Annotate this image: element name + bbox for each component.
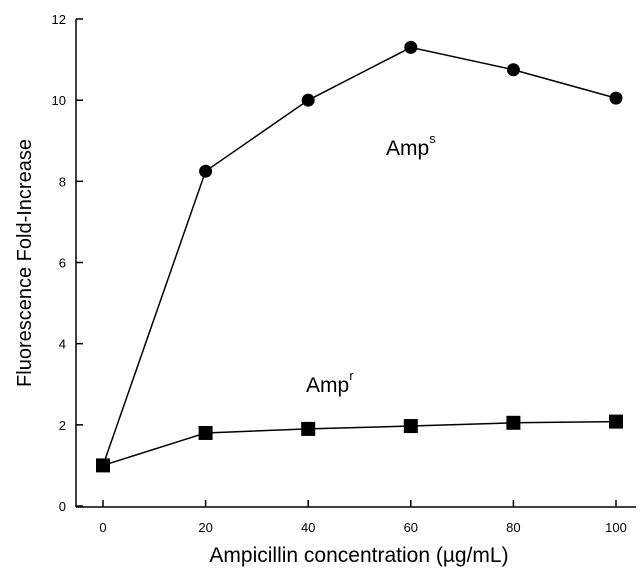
series-line-amp-r [102, 420, 617, 467]
data-point-amp-r [403, 419, 418, 434]
y-axis: 0 2 4 6 8 10 12 [52, 12, 83, 514]
series-label-amp-s: Amps [386, 131, 436, 160]
x-axis-title: Ampicillin concentration (µg/mL) [209, 544, 508, 567]
plot-lines [102, 46, 617, 467]
data-point-amp-r [609, 414, 623, 429]
plot-markers [96, 40, 623, 473]
series-sup-amp-r: r [349, 368, 354, 383]
y-tick-label: 12 [52, 12, 66, 27]
data-point-amp-s [506, 63, 520, 77]
data-point-amp-s [609, 91, 623, 105]
data-point-amp-r [96, 458, 110, 473]
data-point-amp-s [301, 93, 315, 107]
series-name-amp-s: Amp [386, 137, 429, 160]
y-tick-label: 10 [52, 93, 66, 108]
y-tick-label: 4 [59, 337, 66, 352]
data-point-amp-s [199, 164, 213, 178]
x-tick-label: 60 [404, 520, 418, 535]
data-point-amp-s [404, 40, 418, 54]
x-tick-label: 0 [99, 520, 106, 535]
x-tick-label: 40 [301, 520, 315, 535]
series-name-amp-r: Amp [306, 374, 349, 397]
y-tick-label: 2 [59, 418, 66, 433]
data-point-amp-r [198, 425, 213, 440]
x-tick-label: 80 [506, 520, 520, 535]
data-point-amp-r [506, 415, 521, 430]
series-label-amp-r: Ampr [306, 368, 354, 397]
y-tick-label: 6 [59, 256, 66, 271]
data-point-amp-r [301, 421, 316, 436]
series-sup-amp-s: s [429, 131, 436, 146]
x-tick-label: 20 [198, 520, 212, 535]
y-axis-title: Fluorescence Fold-Increase [14, 139, 36, 387]
x-axis: 0 20 40 60 80 100 [76, 500, 636, 535]
x-tick-label: 100 [605, 520, 627, 535]
series-line-amp-s [102, 46, 617, 466]
y-tick-label: 8 [59, 174, 66, 189]
y-tick-label: 0 [59, 499, 66, 514]
